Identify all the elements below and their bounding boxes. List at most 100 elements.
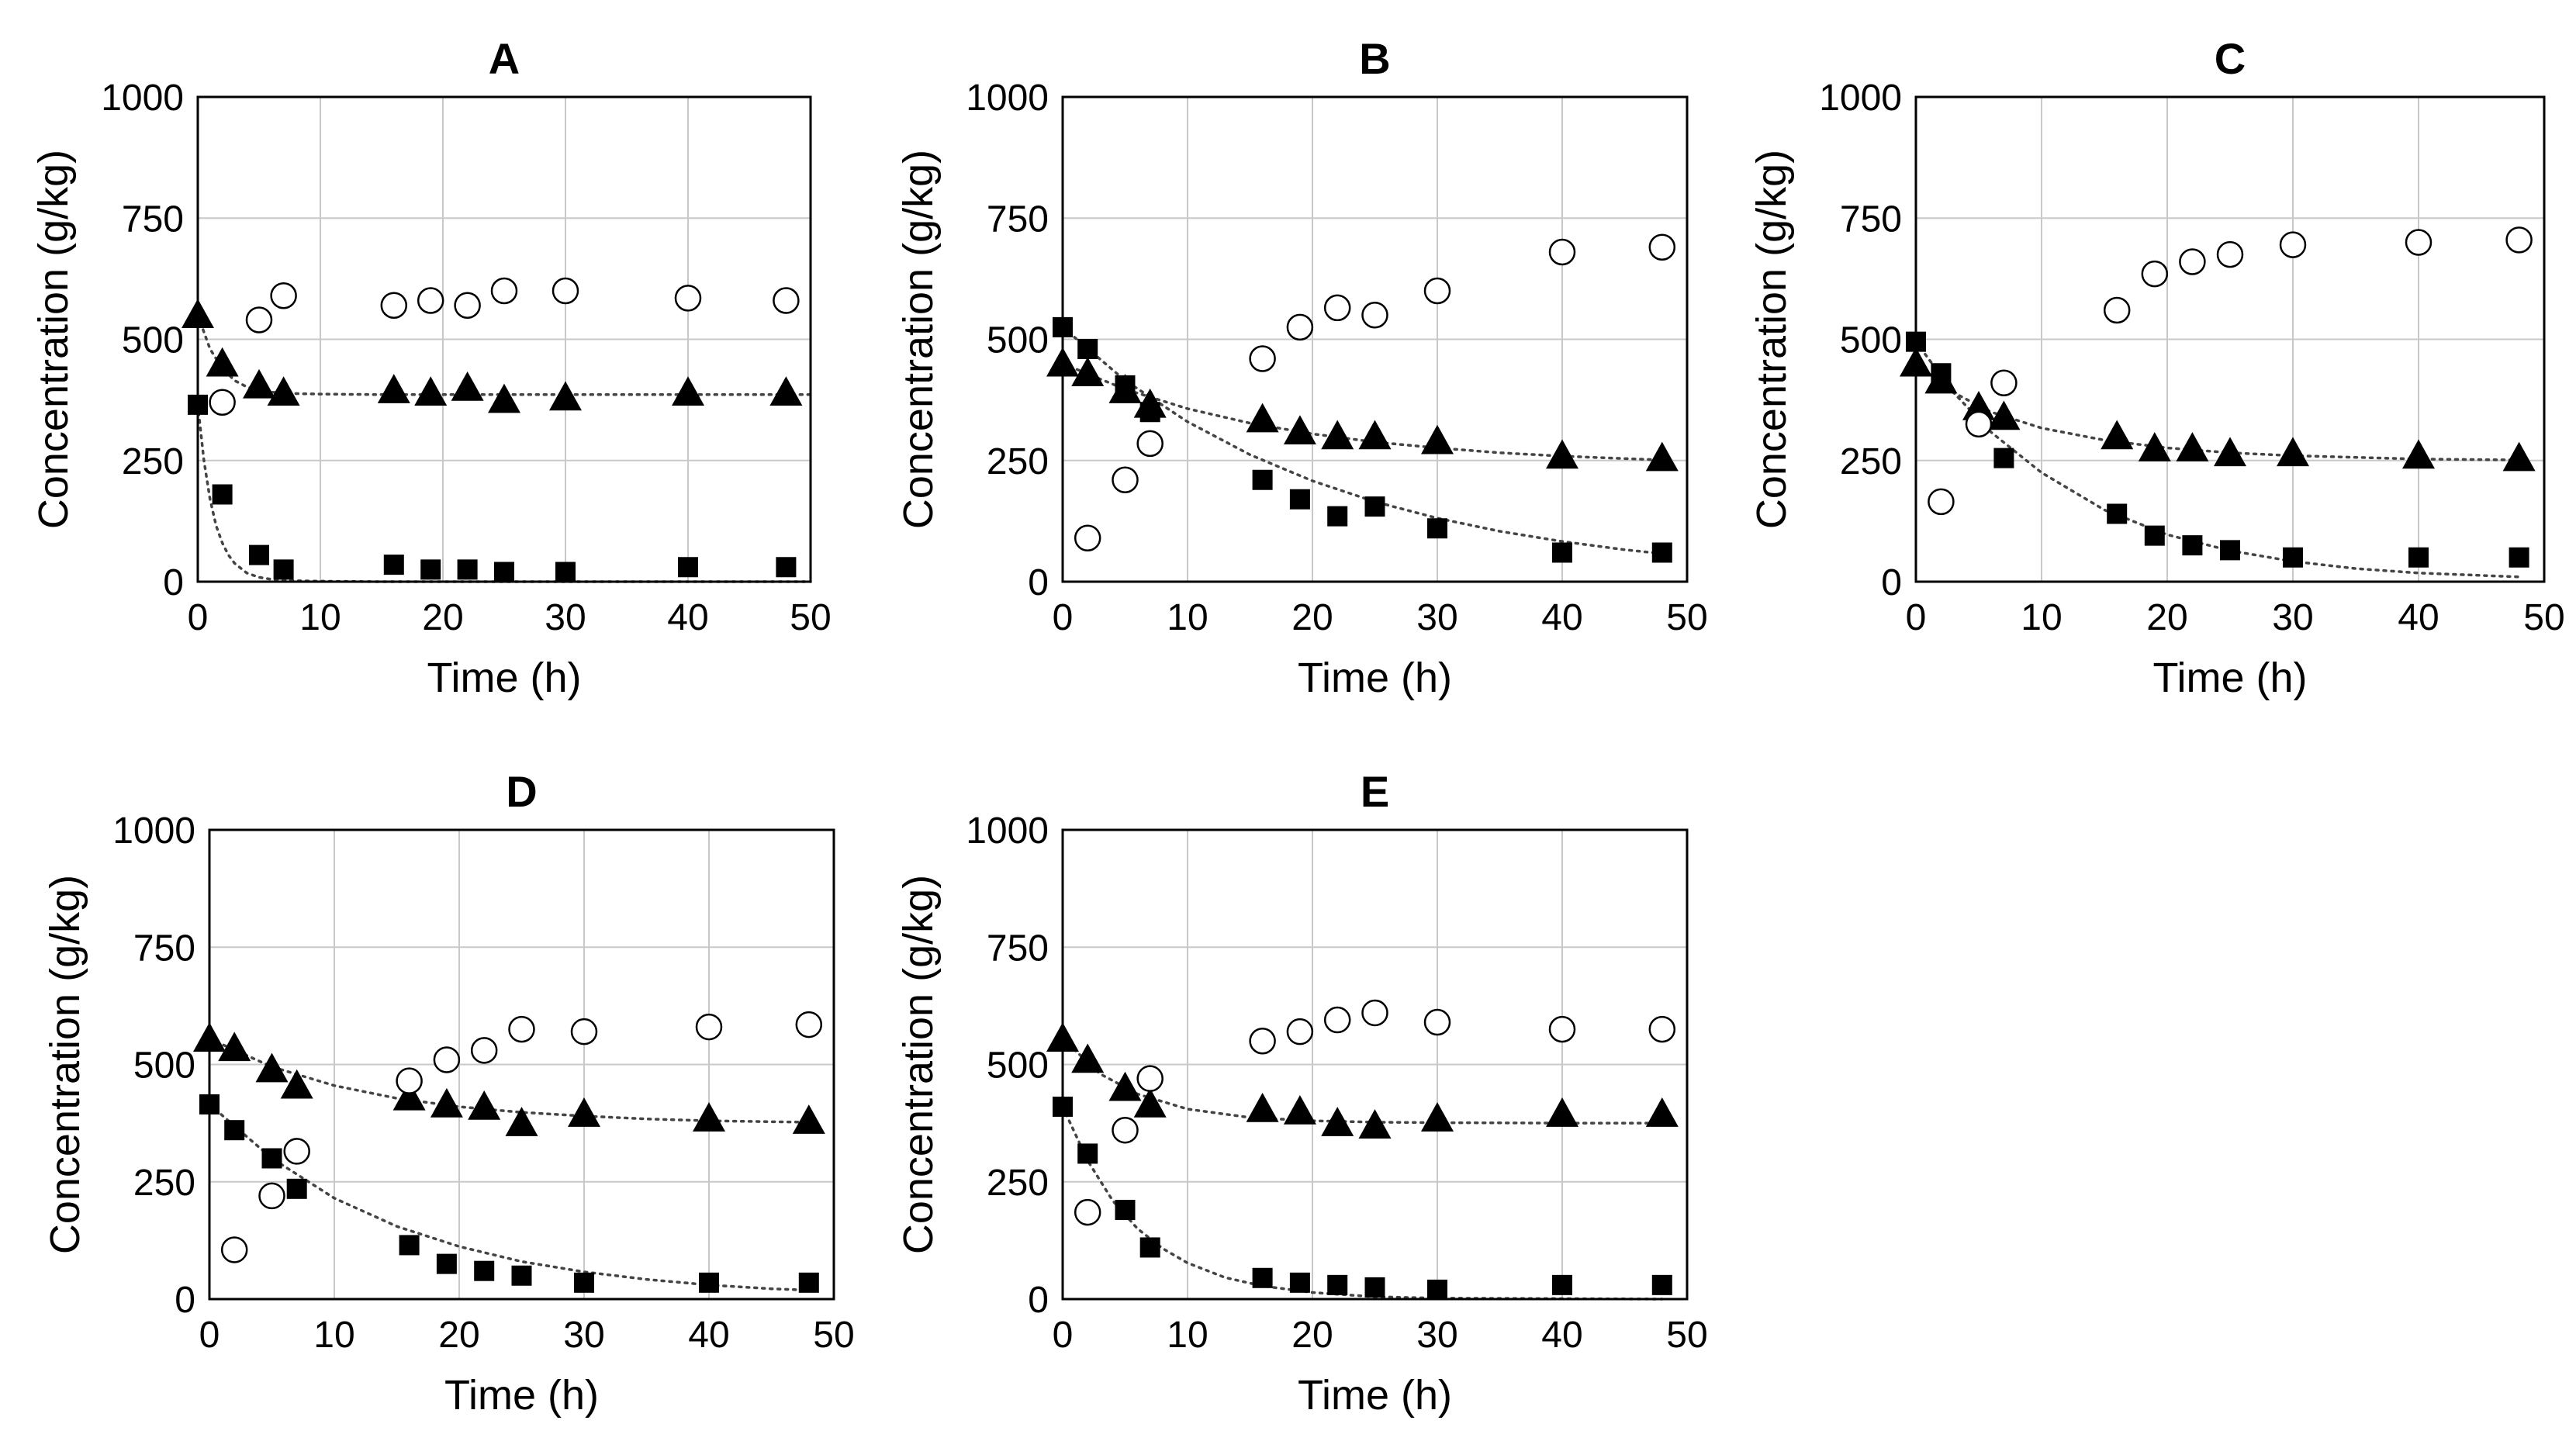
series-circle	[1074, 999, 1676, 1226]
chart-title: C	[2215, 34, 2246, 83]
x-tick-label: 30	[1416, 1315, 1457, 1356]
y-tick-label: 750	[133, 928, 195, 969]
square-point	[1053, 316, 1073, 337]
y-tick-label: 500	[987, 1045, 1049, 1087]
x-axis-label: Time (h)	[1298, 655, 1452, 701]
triangle-point	[2176, 432, 2209, 461]
triangle-point	[243, 368, 275, 399]
triangle-point	[267, 376, 300, 406]
grid	[198, 97, 811, 582]
circle-point	[270, 282, 297, 309]
x-axis-label: Time (h)	[427, 655, 582, 701]
triangle-point	[672, 376, 704, 406]
circle-point	[1548, 238, 1576, 266]
grid	[209, 830, 834, 1299]
y-axis-label: Concentration (g/kg)	[895, 150, 942, 529]
chart-title: A	[489, 34, 520, 83]
circle-point	[396, 1067, 423, 1094]
square-point	[2408, 547, 2429, 568]
fit-curve-2	[1061, 1105, 1664, 1301]
y-tick-label: 1000	[1819, 78, 1902, 119]
y-axis-label: Concentration (g/kg)	[42, 875, 88, 1254]
y-tick-label: 1000	[112, 810, 195, 852]
square-point	[1651, 542, 1672, 563]
x-tick-label: 20	[1291, 597, 1333, 638]
square-point	[1115, 1200, 1136, 1221]
x-tick-label: 20	[2146, 597, 2187, 638]
square-point	[2144, 525, 2165, 546]
triangle-point	[1358, 420, 1392, 450]
y-tick-label: 250	[133, 1163, 195, 1204]
square-point	[2107, 503, 2128, 524]
circle-point	[283, 1138, 310, 1165]
series-triangle	[182, 299, 803, 413]
triangle-point	[2101, 420, 2134, 450]
x-tick-label: 30	[563, 1315, 604, 1356]
x-axis-label: Time (h)	[444, 1372, 599, 1419]
square-point	[249, 544, 269, 565]
triangle-point	[1246, 1092, 1279, 1122]
x-tick-label: 10	[2021, 597, 2062, 638]
circle-point	[795, 1011, 823, 1038]
square-point	[188, 394, 208, 415]
square-point	[494, 562, 514, 582]
triangle-point	[1133, 1087, 1167, 1118]
axes-frame	[1061, 828, 1689, 1301]
triangle-point	[206, 347, 239, 377]
square-point	[436, 1253, 457, 1274]
x-tick-label: 40	[1541, 597, 1582, 638]
triangle-point	[1421, 424, 1454, 454]
circle-point	[695, 1013, 723, 1041]
square-point	[511, 1265, 532, 1286]
series-triangle	[1046, 347, 1679, 472]
x-axis-label: Time (h)	[1298, 1372, 1452, 1419]
x-tick-label: 40	[1541, 1315, 1582, 1356]
y-tick-label: 1000	[966, 810, 1049, 852]
fit-curve-2	[1061, 326, 1664, 555]
y-tick-label: 750	[987, 928, 1049, 969]
y-tick-label: 250	[987, 441, 1049, 482]
circle-point	[1361, 302, 1388, 329]
triangle-point	[1046, 1022, 1079, 1052]
circle-point	[2505, 226, 2533, 254]
triangle-point	[1358, 1109, 1392, 1139]
circle-point	[1548, 1015, 1576, 1043]
fit-curve-2	[208, 1103, 811, 1292]
x-tick-label: 10	[313, 1315, 354, 1356]
square-point	[457, 559, 478, 580]
x-tick-label: 50	[1666, 1315, 1707, 1356]
triangle-point	[1421, 1102, 1454, 1132]
series-triangle	[1046, 1022, 1679, 1139]
x-tick-label: 40	[688, 1315, 729, 1356]
fit-curve-1	[208, 1037, 811, 1124]
x-tick-label: 20	[422, 597, 463, 638]
square-point	[1289, 489, 1310, 510]
series-square	[199, 1094, 819, 1293]
square-point	[1364, 1277, 1385, 1298]
x-tick-label: 30	[1416, 597, 1457, 638]
square-point	[1327, 1274, 1348, 1295]
square-point	[2182, 535, 2203, 556]
axes-frame	[208, 828, 835, 1301]
square-point	[1053, 1096, 1073, 1117]
series-square	[1053, 316, 1672, 563]
triangle-point	[769, 376, 803, 406]
square-point	[1993, 448, 2014, 468]
triangle-point	[1071, 1043, 1105, 1073]
circle-point	[508, 1015, 535, 1043]
y-tick-label: 750	[1840, 199, 1902, 240]
triangle-point	[2502, 441, 2536, 472]
square-point	[798, 1272, 819, 1293]
circle-point	[2405, 229, 2433, 256]
square-point	[474, 1260, 495, 1281]
y-axis-label: Concentration (g/kg)	[895, 875, 942, 1254]
circle-point	[1423, 1008, 1451, 1036]
chart-title: B	[1359, 34, 1390, 83]
x-tick-label: 50	[2523, 597, 2564, 638]
x-tick-label: 40	[667, 597, 708, 638]
y-tick-label: 0	[1881, 562, 1902, 603]
triangle-point	[1645, 1097, 1679, 1127]
